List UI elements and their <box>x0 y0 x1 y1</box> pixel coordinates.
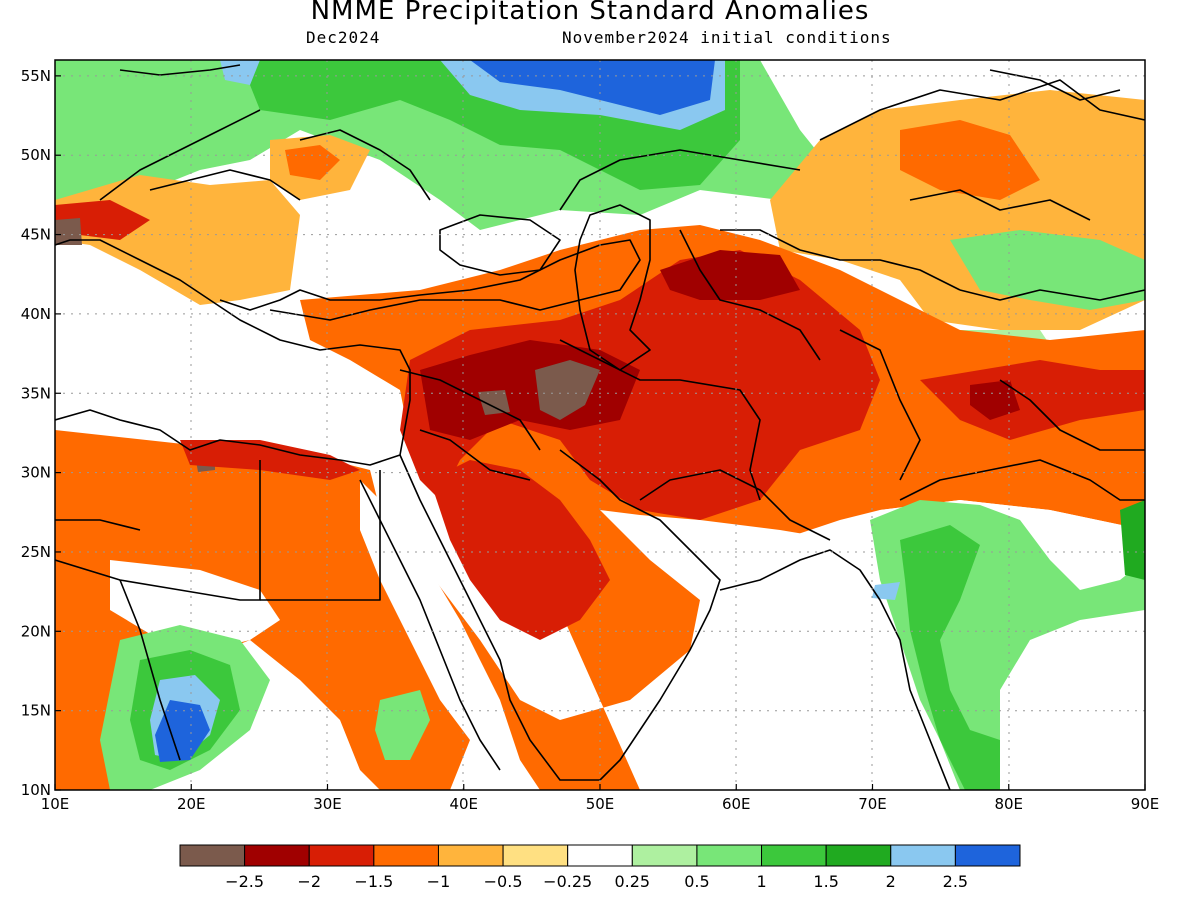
colorbar-swatch <box>244 844 310 867</box>
y-tick-label: 40N <box>21 305 51 323</box>
colorbar-swatch <box>179 844 246 867</box>
colorbar-swatch <box>437 844 504 867</box>
anomaly-field <box>55 60 1145 790</box>
x-tick-label: 40E <box>449 795 478 813</box>
colorbar-label: 2 <box>886 872 896 891</box>
x-axis: 10E 20E 30E 40E 50E 60E 70E 80E 90E <box>41 784 1160 813</box>
x-tick-label: 60E <box>722 795 751 813</box>
russia-very-wet-core <box>470 60 715 115</box>
colorbar-swatch <box>761 844 827 867</box>
x-tick-label: 10E <box>41 795 70 813</box>
kazakh-dry-core <box>660 250 800 300</box>
colorbar-swatch <box>890 844 956 867</box>
y-tick-label: 15N <box>21 702 51 720</box>
sahel-very-wet-core <box>155 700 210 762</box>
y-axis: 55N 50N 45N 40N 35N 30N 25N 20N 15N 10N <box>21 67 61 799</box>
colorbar-swatch <box>567 844 633 867</box>
mongolia-dry-core <box>900 120 1040 200</box>
colorbar-label: −0.5 <box>484 872 523 891</box>
colorbar-label: 0.5 <box>684 872 709 891</box>
y-tick-label: 50N <box>21 146 51 164</box>
colorbar-swatch <box>825 844 892 867</box>
y-tick-label: 45N <box>21 226 51 244</box>
india-very-wet <box>872 582 900 600</box>
red-sea-neutral <box>360 480 540 790</box>
map-title: NMME Precipitation Standard Anomalies <box>310 0 870 26</box>
coastline-layer <box>55 64 1145 790</box>
pakistan-dry-core <box>920 360 1145 440</box>
syria-extreme-dry <box>478 390 510 415</box>
colorbar-label: −2.5 <box>225 872 264 891</box>
initial-conditions: November2024 initial conditions <box>562 28 892 47</box>
colorbar-label: −1.5 <box>354 872 393 891</box>
italy-extreme-dry <box>55 218 82 245</box>
forecast-month: Dec2024 <box>306 28 381 47</box>
colorbar-label: −1 <box>427 872 451 891</box>
colorbar-swatch <box>373 844 439 867</box>
grid-lines <box>55 60 1145 790</box>
y-tick-label: 55N <box>21 67 51 85</box>
colorbar-swatch <box>502 844 569 867</box>
colorbar-label: 1 <box>756 872 766 891</box>
colorbar-label: −2 <box>297 872 321 891</box>
x-tick-label: 70E <box>858 795 887 813</box>
sahel-neutral <box>110 560 280 650</box>
colorbar-label: −0.25 <box>543 872 592 891</box>
x-tick-label: 20E <box>177 795 206 813</box>
ukraine-dry-core <box>285 145 340 180</box>
iraq-extreme-dry <box>535 360 600 420</box>
china-wet-patch <box>950 230 1145 310</box>
colorbar: −2.5 −2 −1.5 −1 −0.5 −0.25 0.25 0.5 1 1.5 2 2.5 <box>179 844 1021 891</box>
x-tick-label: 80E <box>994 795 1023 813</box>
y-tick-label: 35N <box>21 384 51 402</box>
x-tick-label: 90E <box>1131 795 1160 813</box>
y-tick-label: 10N <box>21 781 51 799</box>
y-tick-label: 20N <box>21 622 51 640</box>
colorbar-swatch <box>954 844 1021 867</box>
bangladesh-wet-core <box>1120 500 1145 580</box>
india-wet-core <box>900 525 1000 790</box>
colorbar-label: 2.5 <box>943 872 968 891</box>
y-tick-label: 25N <box>21 543 51 561</box>
x-tick-label: 30E <box>313 795 342 813</box>
arabia-dry-core <box>430 460 610 640</box>
x-tick-label: 50E <box>586 795 615 813</box>
ethiopia-wet <box>375 690 430 760</box>
egypt-dry-core <box>180 440 360 480</box>
colorbar-swatch <box>696 844 763 867</box>
middle-east-dry-core <box>400 250 880 520</box>
colorbar-label: 1.5 <box>813 872 838 891</box>
kashmir-extreme-dry <box>970 380 1020 420</box>
y-tick-label: 30N <box>21 464 51 482</box>
colorbar-swatch <box>308 844 375 867</box>
colorbar-label: 0.25 <box>614 872 650 891</box>
colorbar-swatch <box>631 844 698 867</box>
